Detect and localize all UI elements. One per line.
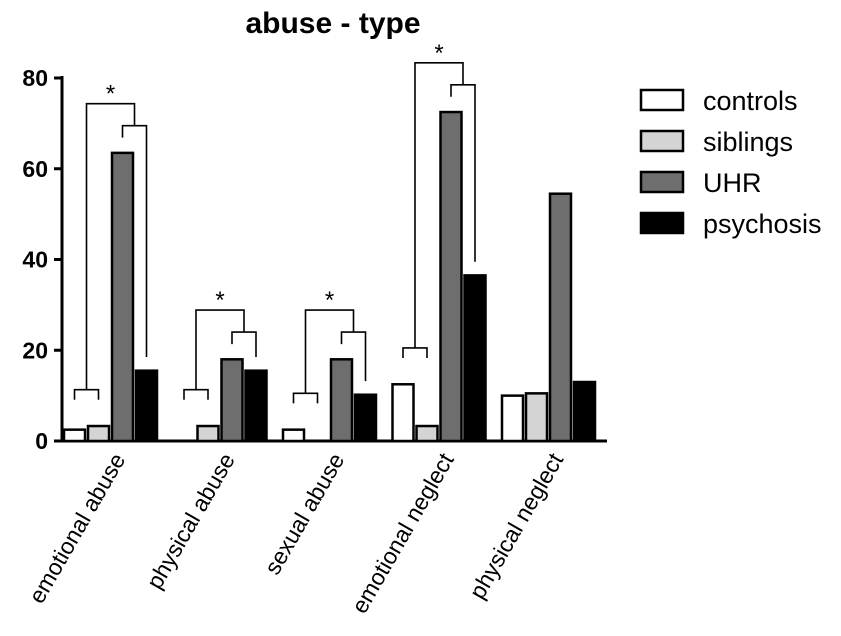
legend-swatch [639, 170, 685, 194]
bar-psychosis-physical-abuse [244, 369, 268, 443]
bar-uhr-emotional-neglect [439, 110, 463, 443]
legend: controls siblings UHR psychosis [639, 86, 822, 239]
bracket-low-pair [73, 388, 100, 400]
bars [62, 110, 597, 443]
bracket-low-pair [292, 392, 319, 404]
x-tick-label: physical abuse [141, 449, 240, 594]
bar-psychosis-emotional-neglect [463, 274, 487, 443]
x-tick-label: physical neglect [464, 448, 569, 603]
y-tick-label: 0 [35, 428, 48, 454]
bar-uhr-emotional-abuse [110, 151, 135, 443]
bar-controls-emotional-neglect [391, 383, 415, 443]
legend-swatch [639, 88, 685, 112]
bracket-low-pair [183, 388, 209, 400]
x-tick-labels: emotional abuse physical abuse sexual abus… [23, 448, 568, 618]
y-tick-label: 80 [22, 65, 48, 91]
y-tick-label: 60 [22, 156, 48, 182]
chart-title: abuse - type [245, 7, 420, 40]
y-tick-label: 20 [22, 337, 48, 363]
bar-psychosis-sexual-abuse [353, 393, 378, 443]
bar-uhr-physical-abuse [220, 358, 244, 443]
legend-label: UHR [703, 168, 762, 198]
bar-psychosis-physical-neglect [572, 380, 597, 443]
bracket-link [414, 62, 464, 348]
legend-swatch [639, 211, 685, 235]
significance-brackets: * * * * [73, 40, 476, 404]
significance-star: * [106, 81, 115, 108]
bar-controls-emotional-abuse [62, 428, 87, 443]
y-tick-label: 40 [22, 247, 48, 273]
bar-siblings-emotional-neglect [415, 424, 439, 443]
bar-psychosis-emotional-abuse [134, 369, 159, 443]
bar-uhr-physical-neglect [548, 192, 573, 443]
bracket-link [195, 309, 245, 390]
bar-controls-physical-neglect [500, 394, 525, 443]
bracket-link [85, 102, 136, 390]
bar-siblings-physical-neglect [524, 392, 549, 443]
bracket-link [304, 309, 355, 394]
bar-siblings-physical-abuse [196, 424, 220, 443]
significance-star: * [215, 287, 224, 314]
bar-controls-sexual-abuse [281, 428, 306, 443]
x-tick-label: emotional abuse [23, 449, 130, 608]
bar-siblings-emotional-abuse [86, 424, 111, 443]
significance-star: * [325, 287, 334, 314]
legend-swatch [639, 129, 685, 153]
legend-label: psychosis [703, 209, 822, 239]
legend-label: controls [703, 86, 798, 116]
x-tick-label: emotional neglect [346, 448, 459, 618]
legend-label: siblings [703, 127, 793, 157]
x-tick-label: sexual abuse [259, 449, 349, 579]
significance-star: * [434, 40, 443, 67]
bracket-high-pair [231, 331, 257, 358]
bar-uhr-sexual-abuse [329, 358, 354, 443]
bracket-low-pair [402, 347, 428, 358]
